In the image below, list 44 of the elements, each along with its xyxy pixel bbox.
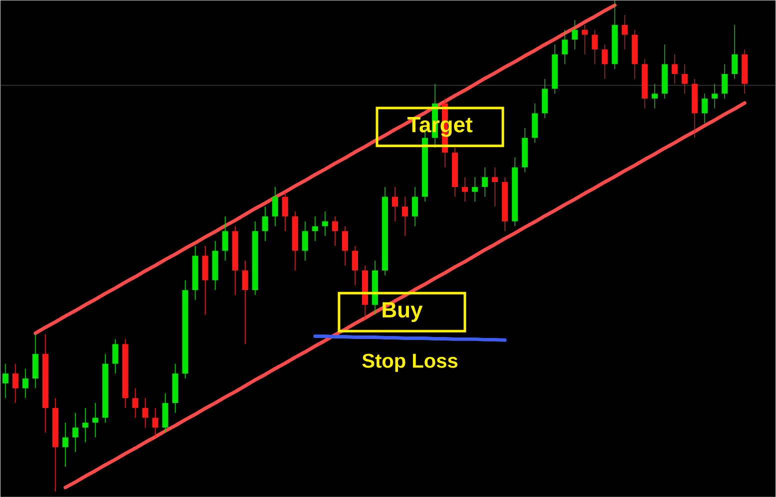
candlestick <box>472 176 478 202</box>
candlestick <box>732 24 738 80</box>
candlestick <box>132 388 138 418</box>
candlestick <box>352 246 358 286</box>
candlestick <box>322 211 328 236</box>
candlestick <box>582 24 588 55</box>
annotation: Buy <box>382 302 423 322</box>
candlestick <box>302 221 308 262</box>
candlestick <box>592 30 598 65</box>
candlestick <box>702 93 708 124</box>
candlestick <box>332 216 338 246</box>
candlestick <box>402 196 408 236</box>
candlestick <box>602 44 608 80</box>
candlestick <box>572 20 578 50</box>
series-label: Stop Loss <box>362 354 458 372</box>
candlestick <box>82 408 88 443</box>
candlestick <box>112 338 118 374</box>
candlestick <box>652 84 658 109</box>
candlestick <box>562 30 568 65</box>
candlestick <box>342 226 348 266</box>
candlestick <box>492 167 498 208</box>
candlestick <box>242 260 248 345</box>
candlestick <box>682 64 688 94</box>
candlestick <box>672 54 678 84</box>
candlestick <box>272 186 278 227</box>
candlestick <box>712 84 718 109</box>
candlestick <box>262 206 268 242</box>
candlestick <box>622 14 628 50</box>
candlestick <box>12 363 18 404</box>
candlestick <box>152 408 158 438</box>
candlestick <box>312 216 318 242</box>
candlestick <box>2 363 8 399</box>
candlestick <box>462 176 468 202</box>
candlestick <box>142 398 148 428</box>
candlestick <box>482 167 488 198</box>
candlestick <box>22 368 28 399</box>
candlestick <box>392 186 398 222</box>
candlestick <box>222 216 228 262</box>
candlestick <box>412 186 418 227</box>
candlestick <box>92 402 98 438</box>
candlestick <box>722 64 728 99</box>
candlestick <box>72 412 78 453</box>
candlestick <box>62 422 68 468</box>
candlestick <box>282 192 288 232</box>
